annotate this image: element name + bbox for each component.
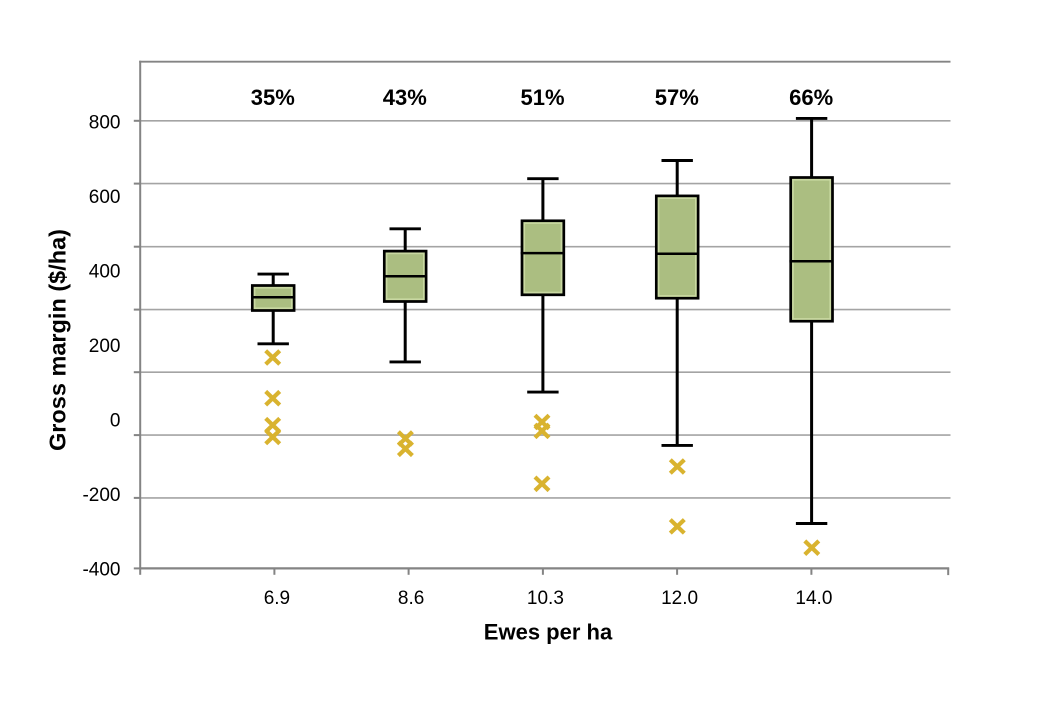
svg-text:400: 400 — [89, 262, 121, 283]
svg-text:-200: -200 — [82, 485, 120, 506]
svg-text:600: 600 — [89, 187, 121, 208]
svg-text:8.6: 8.6 — [398, 588, 424, 609]
svg-text:Gross margin ($/ha): Gross margin ($/ha) — [44, 229, 70, 451]
svg-text:6.9: 6.9 — [264, 588, 290, 609]
svg-text:0: 0 — [110, 411, 121, 432]
svg-text:Ewes per ha: Ewes per ha — [484, 619, 613, 644]
svg-text:-400: -400 — [82, 560, 120, 581]
svg-text:14.0: 14.0 — [795, 588, 832, 609]
svg-text:43%: 43% — [383, 85, 427, 110]
svg-text:800: 800 — [89, 113, 121, 134]
svg-text:200: 200 — [89, 336, 121, 357]
svg-text:12.0: 12.0 — [661, 588, 698, 609]
svg-text:66%: 66% — [789, 85, 833, 110]
svg-text:35%: 35% — [251, 85, 295, 110]
svg-text:10.3: 10.3 — [527, 588, 564, 609]
svg-text:57%: 57% — [655, 85, 699, 110]
svg-text:51%: 51% — [520, 85, 564, 110]
